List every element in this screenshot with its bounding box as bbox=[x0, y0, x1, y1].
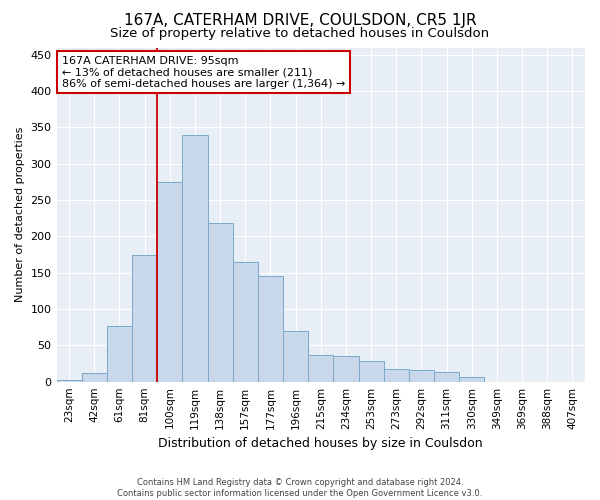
Bar bbox=[258, 276, 283, 382]
Bar bbox=[208, 224, 233, 382]
Bar bbox=[409, 370, 434, 382]
Text: 167A, CATERHAM DRIVE, COULSDON, CR5 1JR: 167A, CATERHAM DRIVE, COULSDON, CR5 1JR bbox=[124, 12, 476, 28]
Bar bbox=[434, 372, 459, 382]
Bar bbox=[157, 182, 182, 382]
Bar bbox=[82, 373, 107, 382]
Bar bbox=[334, 356, 359, 382]
Bar bbox=[383, 368, 409, 382]
Text: Size of property relative to detached houses in Coulsdon: Size of property relative to detached ho… bbox=[110, 28, 490, 40]
Text: 167A CATERHAM DRIVE: 95sqm
← 13% of detached houses are smaller (211)
86% of sem: 167A CATERHAM DRIVE: 95sqm ← 13% of deta… bbox=[62, 56, 345, 89]
Bar bbox=[233, 262, 258, 382]
X-axis label: Distribution of detached houses by size in Coulsdon: Distribution of detached houses by size … bbox=[158, 437, 483, 450]
Bar bbox=[132, 254, 157, 382]
Text: Contains HM Land Registry data © Crown copyright and database right 2024.
Contai: Contains HM Land Registry data © Crown c… bbox=[118, 478, 482, 498]
Bar bbox=[182, 134, 208, 382]
Bar bbox=[107, 326, 132, 382]
Bar bbox=[359, 360, 383, 382]
Y-axis label: Number of detached properties: Number of detached properties bbox=[15, 127, 25, 302]
Bar bbox=[56, 380, 82, 382]
Bar bbox=[308, 355, 334, 382]
Bar bbox=[283, 331, 308, 382]
Bar bbox=[459, 376, 484, 382]
